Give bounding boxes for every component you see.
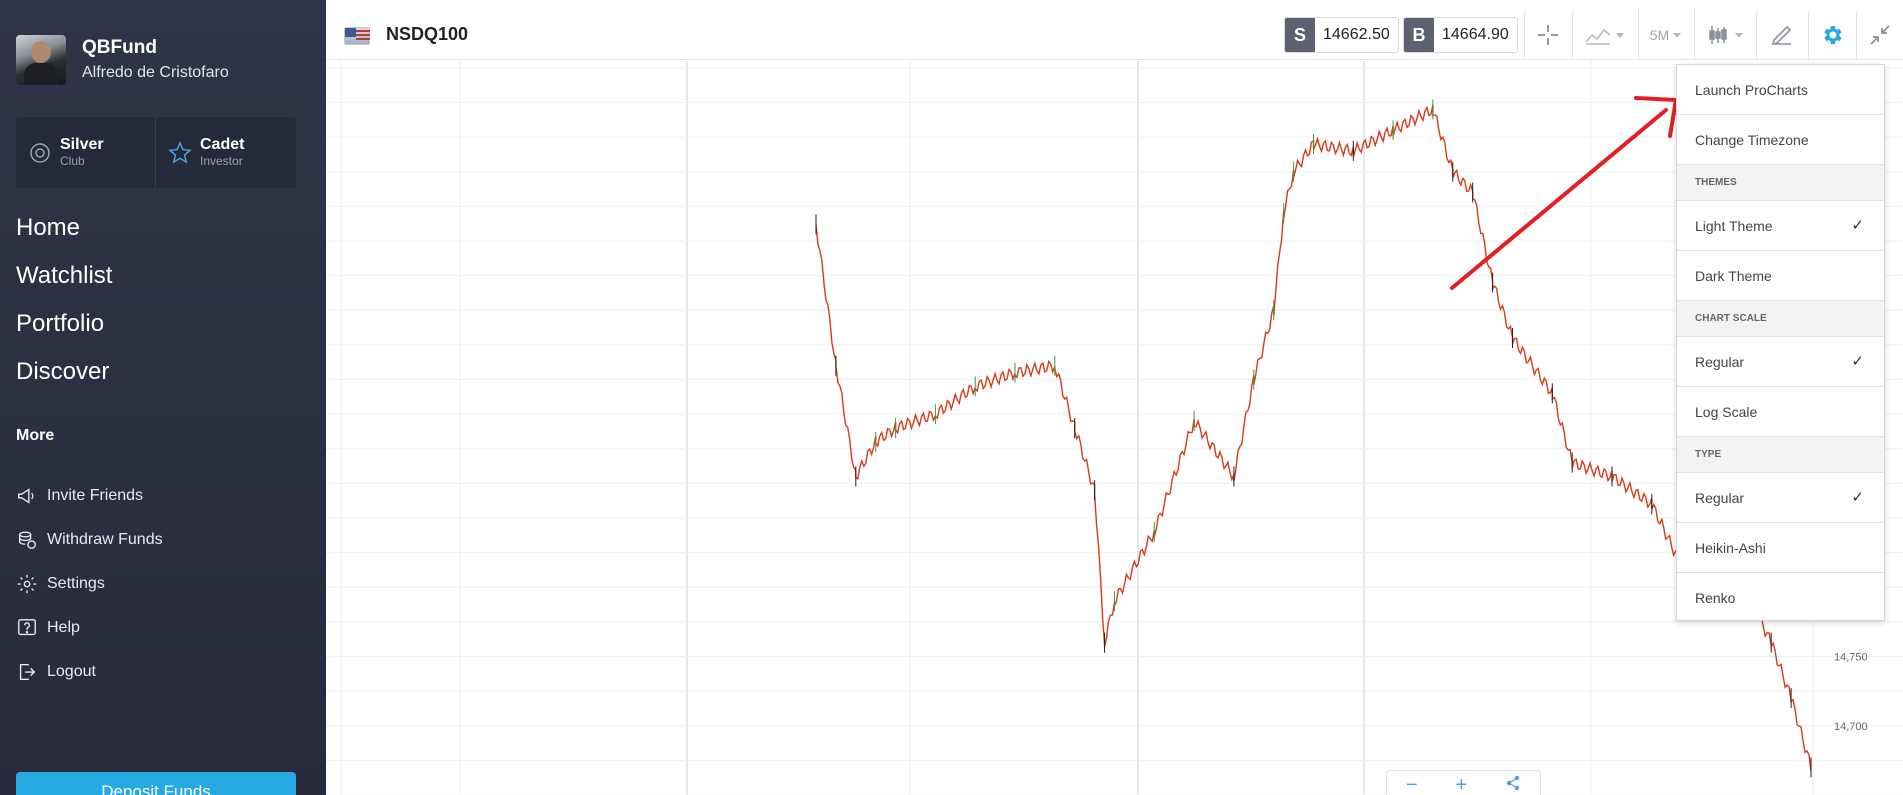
help-link[interactable]: Help [16, 606, 163, 650]
settings-dropdown: Launch ProCharts Change Timezone THEMES … [1676, 64, 1885, 621]
club-tier[interactable]: Silver Club [16, 117, 156, 188]
more-title: More [16, 427, 55, 444]
chart-area: NSDQ100 S 14662.50 B 14664.90 5M [326, 0, 1903, 795]
settings-label: Settings [47, 575, 105, 592]
chart-type-button[interactable] [1694, 10, 1756, 60]
scale-regular-label: Regular [1695, 354, 1745, 370]
crosshair-icon [1538, 25, 1558, 45]
collapse-button[interactable] [1856, 10, 1903, 60]
indicators-button[interactable] [1572, 10, 1638, 60]
chevron-down-icon [1673, 33, 1682, 38]
nav-discover[interactable]: Discover [16, 358, 110, 385]
crosshair-button[interactable] [1524, 10, 1572, 60]
club-icon [30, 142, 50, 163]
heikin-ashi-item[interactable]: Heikin-Ashi [1677, 523, 1884, 573]
light-theme-label: Light Theme [1695, 218, 1773, 234]
indicators-icon [1585, 28, 1611, 45]
us-flag-icon [344, 27, 370, 45]
logout-label: Logout [47, 663, 96, 680]
nav-portfolio[interactable]: Portfolio [16, 310, 105, 337]
dark-theme-item[interactable]: Dark Theme [1677, 251, 1884, 301]
y-tick-label: 14,750 [1834, 652, 1868, 664]
sidebar: QBFund Alfredo de Cristofaro Silver Club [0, 0, 326, 795]
y-tick-label: 14,700 [1834, 721, 1868, 733]
tier-panel: Silver Club Cadet Investor [16, 117, 296, 188]
club-title: Silver [60, 136, 104, 153]
sell-label: S [1285, 18, 1315, 52]
check-icon: ✓ [1851, 489, 1864, 506]
more-nav: Invite Friends Withdraw Funds Settings H… [16, 474, 163, 694]
sell-price-button[interactable]: S 14662.50 [1284, 17, 1399, 53]
nav-watchlist[interactable]: Watchlist [16, 262, 113, 289]
timeframe-value: 5M [1649, 27, 1670, 43]
nav-home[interactable]: Home [16, 214, 81, 241]
buy-label: B [1404, 18, 1434, 52]
timeframe-select[interactable]: 5M [1638, 10, 1694, 60]
logout-icon [19, 663, 36, 681]
chevron-down-icon [1735, 33, 1743, 38]
settings-button[interactable] [1808, 10, 1856, 60]
invite-friends-label: Invite Friends [47, 487, 144, 504]
launch-procharts-item[interactable]: Launch ProCharts [1677, 65, 1884, 115]
share-icon [1506, 775, 1520, 790]
type-header: TYPE [1677, 437, 1884, 473]
gear-icon [1824, 26, 1842, 44]
profile-name: QBFund [82, 37, 157, 58]
buy-price-button[interactable]: B 14664.90 [1403, 17, 1518, 53]
chart-scale-header: CHART SCALE [1677, 301, 1884, 337]
help-label: Help [47, 619, 80, 636]
check-icon: ✓ [1851, 353, 1864, 370]
price-line [815, 104, 1812, 772]
main-nav: Home Watchlist Portfolio Discover [16, 208, 112, 400]
price-series [815, 99, 1812, 778]
investor-tier[interactable]: Cadet Investor [156, 117, 296, 188]
log-scale-item[interactable]: Log Scale [1677, 387, 1884, 437]
instrument-name: NSDQ100 [386, 24, 469, 44]
candlestick-icon [1709, 26, 1727, 44]
deposit-funds-button[interactable]: Deposit Funds [16, 772, 296, 795]
themes-header: THEMES [1677, 165, 1884, 201]
gear-icon [17, 574, 37, 594]
star-icon [168, 140, 192, 164]
profile-full-name: Alfredo de Cristofaro [82, 64, 229, 81]
withdraw-funds-label: Withdraw Funds [47, 531, 163, 548]
settings-link[interactable]: Settings [16, 562, 163, 606]
help-icon [18, 619, 36, 636]
light-theme-item[interactable]: Light Theme ✓ [1677, 201, 1884, 251]
sell-price: 14662.50 [1315, 18, 1398, 52]
investor-sub: Investor [200, 154, 243, 168]
share-button[interactable] [1505, 774, 1521, 795]
check-icon: ✓ [1851, 217, 1864, 234]
avatar[interactable] [16, 35, 66, 85]
chart-toolbar: NSDQ100 S 14662.50 B 14664.90 5M [326, 10, 1903, 60]
club-sub: Club [60, 154, 85, 168]
draw-icon [1771, 25, 1792, 46]
collapse-icon [1869, 25, 1890, 45]
type-regular-item[interactable]: Regular ✓ [1677, 473, 1884, 523]
invite-friends-link[interactable]: Invite Friends [16, 474, 163, 518]
scale-regular-item[interactable]: Regular ✓ [1677, 337, 1884, 387]
withdraw-funds-link[interactable]: Withdraw Funds [16, 518, 163, 562]
chart-gridlines [326, 61, 1903, 795]
draw-button[interactable] [1756, 10, 1808, 60]
megaphone-icon [18, 488, 34, 504]
zoom-out-button[interactable]: − [1405, 773, 1418, 795]
change-timezone-item[interactable]: Change Timezone [1677, 115, 1884, 165]
coins-icon [18, 531, 36, 549]
profile[interactable]: QBFund Alfredo de Cristofaro [16, 35, 229, 85]
zoom-in-button[interactable]: + [1455, 773, 1468, 795]
logout-link[interactable]: Logout [16, 650, 163, 694]
zoom-controls: − + [1386, 770, 1541, 795]
investor-title: Cadet [200, 136, 245, 153]
type-regular-label: Regular [1695, 490, 1745, 506]
renko-item[interactable]: Renko [1695, 590, 1736, 606]
chevron-down-icon [1616, 33, 1624, 38]
buy-price: 14664.90 [1434, 18, 1517, 52]
